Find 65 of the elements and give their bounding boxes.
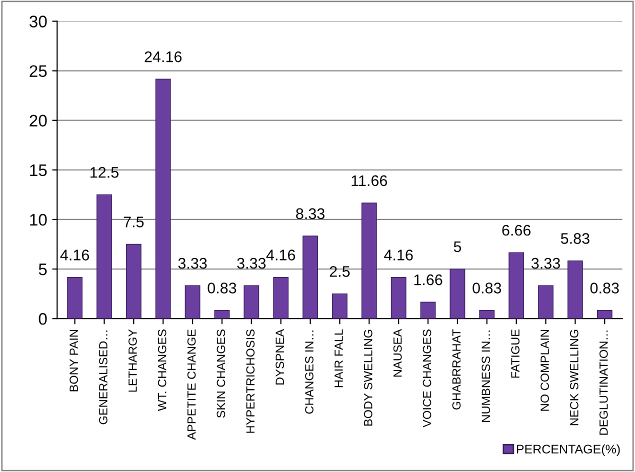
x-tick-label: NO COMPLAIN	[540, 330, 549, 411]
bar	[390, 277, 406, 319]
y-tick-label: 25	[30, 65, 47, 78]
data-label: 1.66	[414, 274, 442, 286]
bar	[450, 268, 466, 319]
x-tick-label: DYSPNEA	[276, 329, 284, 384]
x-tick-label: DEGLUTINATION…	[599, 330, 608, 435]
data-label: 4.16	[266, 250, 296, 260]
x-tick-label: FATIGUE	[511, 330, 520, 378]
bar	[332, 293, 348, 319]
data-label: 4.16	[60, 250, 90, 260]
bar	[361, 202, 377, 319]
x-tick-label: GHABRRAHAT	[452, 329, 461, 410]
x-tick-label: NUMBNESS IN…	[482, 330, 490, 422]
bar	[67, 277, 83, 319]
y-tick-label: 20	[30, 114, 47, 127]
data-label: 11.66	[352, 175, 388, 186]
data-label: 2.5	[330, 266, 350, 277]
x-tick-label: SKIN CHANGES	[216, 330, 226, 418]
x-tick-label: HYPERTRICHOSIS	[246, 330, 255, 433]
data-label: 0.83	[472, 282, 502, 294]
data-label: 0.83	[208, 282, 236, 294]
x-tick-label: NECK SWELLING	[570, 330, 578, 426]
y-tick-label: 15	[30, 164, 47, 176]
bar	[214, 310, 230, 319]
x-tick-label: BODY SWELLING	[364, 330, 372, 426]
legend-label: PERCENTAGE(%)	[516, 444, 620, 456]
bar	[273, 277, 289, 319]
data-label: 8.33	[296, 208, 324, 220]
bar	[155, 78, 171, 319]
bar	[538, 285, 554, 319]
bar	[567, 260, 583, 319]
data-label: 5.83	[560, 233, 590, 244]
x-tick-label: HAIR FALL	[334, 329, 343, 388]
data-label: 5	[454, 241, 462, 252]
y-tick-label: 30	[30, 16, 47, 28]
bar	[96, 194, 112, 319]
y-tick-label: 0	[38, 313, 47, 325]
x-tick-label: VOICE CHANGES	[422, 330, 432, 428]
data-label: 0.83	[590, 282, 619, 294]
bar	[184, 285, 200, 319]
bar	[302, 236, 318, 319]
data-label: 3.33	[531, 258, 560, 269]
y-tick-label: 10	[30, 214, 47, 226]
x-tick-label: LETHARGY	[128, 329, 137, 392]
bar	[479, 310, 495, 319]
bar	[244, 285, 260, 319]
data-label: 3.33	[237, 258, 266, 269]
data-label: 4.16	[384, 250, 413, 260]
bar	[420, 302, 436, 319]
data-label: 3.33	[178, 258, 207, 269]
bar	[596, 310, 612, 319]
y-tick-label: 5	[38, 264, 47, 276]
data-label: 6.66	[502, 224, 531, 236]
x-tick-label: WT. CHANGES	[158, 330, 166, 411]
x-tick-label: APPETITE CHANGE	[187, 330, 196, 440]
data-label: 24.16	[144, 51, 182, 62]
bar	[508, 252, 524, 319]
x-tick-label: NAUSEA	[393, 329, 402, 377]
x-tick-label: GENERALISED…	[99, 330, 108, 424]
data-label: 7.5	[124, 216, 144, 228]
bar	[126, 244, 142, 319]
x-tick-label: CHANGES IN…	[305, 330, 314, 414]
data-label: 12.5	[90, 166, 118, 178]
x-tick-label: BONY PAIN	[70, 330, 78, 392]
